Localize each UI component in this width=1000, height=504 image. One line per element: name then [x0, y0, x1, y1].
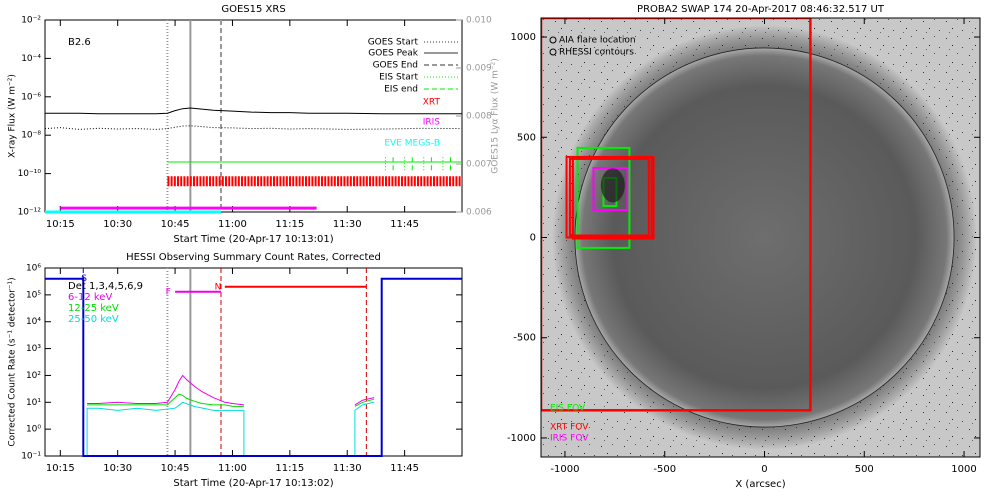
fov-label: IRIS FOV	[550, 434, 589, 444]
legend-label: GOES Start	[368, 38, 419, 48]
x-axis-label: Start Time (20-Apr-17 10:13:01)	[173, 234, 333, 245]
series-line	[45, 107, 462, 115]
y2-tick-label: 0.006	[466, 208, 492, 218]
flare-class: B2.6	[68, 37, 91, 48]
y-tick-label: 10²	[26, 371, 41, 381]
y-tick-label: -1000	[507, 433, 536, 444]
y-tick-label: 10¹	[26, 398, 41, 408]
x-axis-label: X (arcsec)	[735, 479, 785, 490]
x-tick-label: 10:30	[103, 219, 132, 230]
y-tick-label: 10⁻¹	[21, 452, 41, 462]
y2-tick-label: 0.007	[466, 160, 492, 170]
x-tick-label: 1000	[951, 464, 976, 475]
series-line	[87, 374, 375, 406]
y-tick-label: 10⁻²	[21, 16, 41, 26]
y-tick-label: 10⁵	[26, 290, 41, 300]
series-line	[86, 401, 375, 456]
x-tick-label: 11:30	[333, 219, 362, 230]
y-tick-label: 10⁴	[26, 317, 41, 327]
series-line	[87, 393, 375, 407]
y-tick-label: 10⁻⁴	[21, 54, 41, 64]
x-tick-label: 11:45	[390, 463, 419, 474]
legend-label: 6-12 keV	[68, 292, 112, 303]
y-axis-label: Corrected Count Rate (s⁻¹ detector⁻¹)	[8, 277, 18, 446]
x-tick-label: -1000	[550, 464, 579, 475]
flag-label: N	[215, 282, 222, 292]
legend-label: EIS Start	[379, 73, 418, 83]
fov-box	[576, 146, 631, 249]
y-tick-label: 1000	[511, 32, 536, 43]
y-tick-label: 10⁻⁸	[21, 131, 41, 141]
fov-label: EIS FOV	[550, 404, 586, 414]
y-axis-label: X-ray Flux (W m⁻²)	[8, 74, 18, 158]
fov-box	[571, 156, 655, 240]
x-tick-label: 10:30	[103, 463, 132, 474]
legend-label: AIA flare location	[559, 36, 636, 46]
legend-label: RHESSI contours	[559, 48, 634, 58]
legend-label: IRIS	[423, 118, 441, 128]
y2-tick-label: 0.008	[466, 112, 492, 122]
y-tick-label: -500	[513, 333, 536, 344]
y-tick-label: 500	[517, 132, 536, 143]
x-tick-label: 11:00	[218, 219, 247, 230]
y-tick-label: 10⁻¹²	[18, 208, 42, 218]
y-tick-label: 0	[530, 233, 536, 244]
legend-title: Det 1,3,4,5,6,9	[68, 281, 143, 292]
y2-axis-label: GOES15 Lyα Flux (W m⁻²)	[491, 58, 501, 174]
x-tick-label: 500	[855, 464, 874, 475]
fov-box	[541, 18, 812, 412]
fov-label: XRT FOV	[550, 423, 589, 433]
x-tick-label: 11:00	[218, 463, 247, 474]
y-tick-label: 10⁰	[26, 425, 41, 435]
y-tick-label: 10⁻⁶	[21, 92, 41, 102]
y2-tick-label: 0.009	[466, 64, 492, 74]
y-tick-label: 10⁻¹⁰	[18, 169, 42, 179]
x-tick-label: 10:15	[46, 463, 75, 474]
chart-title: PROBA2 SWAP 174 20-Apr-2017 08:46:32.517…	[637, 4, 885, 15]
flag-label: S	[81, 274, 87, 284]
x-axis-label: Start Time (20-Apr-17 10:13:02)	[173, 478, 333, 489]
series-line	[44, 125, 463, 130]
legend-label: 25-50 keV	[68, 314, 119, 325]
legend-symbol	[549, 48, 557, 56]
x-tick-label: 11:15	[275, 463, 304, 474]
flare-region	[600, 168, 625, 203]
flag-label: F	[166, 287, 171, 297]
legend-label: XRT	[423, 98, 441, 108]
y-tick-label: 10³	[26, 344, 41, 354]
x-tick-label: 10:15	[46, 219, 75, 230]
x-tick-label: 11:45	[390, 219, 419, 230]
y-tick-label: 10⁶	[26, 264, 41, 274]
legend-label: EIS end	[384, 85, 418, 95]
fov-box	[568, 157, 650, 237]
chart-title: GOES15 XRS	[221, 4, 285, 15]
x-tick-label: 0	[761, 464, 767, 475]
series-line	[45, 277, 462, 457]
legend-symbol	[549, 36, 557, 44]
y2-tick-label: 0.010	[466, 16, 492, 26]
x-tick-label: 11:30	[333, 463, 362, 474]
legend-label: GOES End	[373, 61, 418, 71]
legend-label: 12-25 keV	[68, 303, 119, 314]
legend-label: GOES Peak	[368, 49, 418, 59]
x-tick-label: 10:45	[161, 219, 190, 230]
legend-label: EVE MEGS-B	[384, 139, 440, 149]
image-area	[541, 18, 980, 457]
fov-box	[592, 166, 629, 212]
x-tick-label: 10:45	[161, 463, 190, 474]
chart-title: HESSI Observing Summary Count Rates, Cor…	[126, 252, 381, 263]
x-tick-label: 11:15	[275, 219, 304, 230]
x-tick-label: -500	[653, 464, 676, 475]
